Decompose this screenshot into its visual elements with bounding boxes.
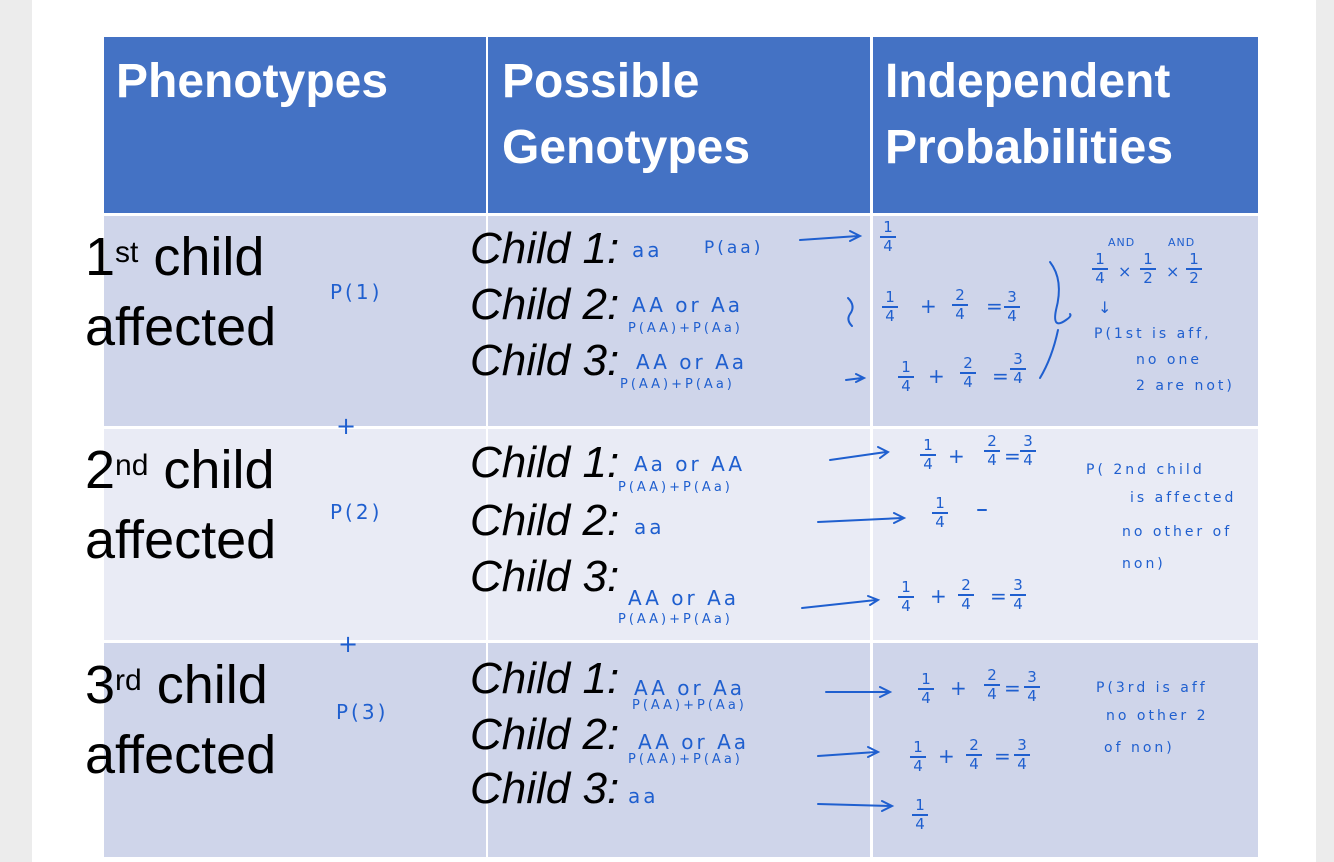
row3-child2-label: Child 2:: [470, 710, 620, 759]
r3-c3-genotype: aa: [628, 784, 659, 808]
r2-eq1-plus: +: [948, 444, 968, 468]
row3-probability-cell: [873, 643, 1258, 857]
row2-child1-label: Child 1:: [470, 438, 620, 487]
row2-phenotype-cell: [104, 429, 486, 640]
r1-c1-genotype: aa: [632, 238, 663, 262]
r1-eq3-plus: +: [928, 364, 948, 388]
r3-c2-genotype: AA or Aa: [638, 730, 750, 754]
row3-child1-label: Child 1:: [470, 654, 620, 703]
prod-times-1: ×: [1118, 262, 1135, 281]
r1-eq2-plus: +: [920, 294, 940, 318]
row2-child2-label: Child 2:: [470, 496, 620, 545]
r2-c1-genotype: Aa or AA: [634, 452, 746, 476]
r2-c3-genotype: AA or Aa: [628, 586, 740, 610]
note2-line2: is affected: [1130, 490, 1237, 506]
r2-c3-probability: P(AA)+P(Aa): [618, 612, 733, 627]
r3-c2-probability: P(AA)+P(Aa): [628, 752, 743, 767]
and-label-1: AND: [1108, 236, 1136, 249]
r3-eq2-plus: +: [938, 744, 958, 768]
row2-child3-label: Child 3:: [470, 552, 620, 601]
p3-annotation: P(3): [336, 700, 389, 724]
note2-line3: no other of: [1122, 524, 1233, 540]
row1-phenotype: 1st child affected: [85, 227, 277, 357]
r1-c3-genotype: AA or Aa: [636, 350, 748, 374]
r2-eq3-plus: +: [930, 584, 950, 608]
prod-times-2: ×: [1166, 262, 1183, 281]
r1-eq2-equals: =: [986, 294, 1006, 318]
r3-eq1-equals: =: [1004, 676, 1024, 700]
note1-line1: P(1st is aff,: [1094, 326, 1212, 342]
row1-child1-label: Child 1:: [470, 224, 620, 273]
r1-c1-probability: P(aa): [704, 238, 764, 258]
row1-probability-cell: [873, 216, 1258, 426]
document-page: Phenotypes Possible Genotypes Independen…: [32, 0, 1316, 862]
p2-annotation: P(2): [330, 500, 383, 524]
plus-annotation-1: +: [336, 412, 360, 440]
r2-c1-probability: P(AA)+P(Aa): [618, 480, 733, 495]
row3-child3-label: Child 3:: [470, 764, 620, 813]
note3-line1: P(3rd is aff: [1096, 680, 1208, 696]
note2-line4: non): [1122, 556, 1166, 572]
row3-phenotype-cell: [104, 643, 486, 857]
row2-phenotype: 2nd child affected: [85, 440, 277, 570]
r3-eq2-equals: =: [994, 744, 1014, 768]
r1-c2-genotype: AA or Aa: [632, 293, 744, 317]
row1-genotype-cell: [488, 216, 870, 426]
r2-eq1-equals: =: [1004, 444, 1024, 468]
r1-c3-probability: P(AA)+P(Aa): [620, 377, 735, 392]
note1-line2: no one: [1136, 352, 1202, 368]
row1-phenotype-cell: [104, 216, 486, 426]
r2-c2-genotype: aa: [634, 515, 665, 539]
p1-annotation: P(1): [330, 280, 383, 304]
r2-eq3-equals: =: [990, 584, 1010, 608]
arrow-down-annotation: ↓: [1098, 298, 1115, 317]
genotype-table: Phenotypes Possible Genotypes Independen…: [104, 37, 1258, 857]
header-possible-genotypes: Possible Genotypes: [488, 37, 870, 213]
row3-phenotype: 3rd child affected: [85, 655, 277, 785]
header-independent-probabilities: Independent Probabilities: [873, 37, 1258, 213]
r3-eq1-plus: +: [950, 676, 970, 700]
note3-line3: of non): [1104, 740, 1175, 756]
r1-eq3-equals: =: [992, 364, 1012, 388]
row3-genotype-cell: [488, 643, 870, 857]
plus-annotation-2: +: [338, 630, 362, 658]
note3-line2: no other 2: [1106, 708, 1209, 724]
row2-probability-cell: [873, 429, 1258, 640]
r1-c2-probability: P(AA)+P(Aa): [628, 321, 743, 336]
note2-line1: P( 2nd child: [1086, 462, 1205, 478]
row1-child3-label: Child 3:: [470, 336, 620, 385]
note1-line3: 2 are not): [1136, 378, 1235, 394]
r3-c1-genotype: AA or Aa: [634, 676, 746, 700]
header-phenotypes: Phenotypes: [104, 37, 486, 213]
r3-c1-probability: P(AA)+P(Aa): [632, 698, 747, 713]
and-label-2: AND: [1168, 236, 1196, 249]
row1-child2-label: Child 2:: [470, 280, 620, 329]
